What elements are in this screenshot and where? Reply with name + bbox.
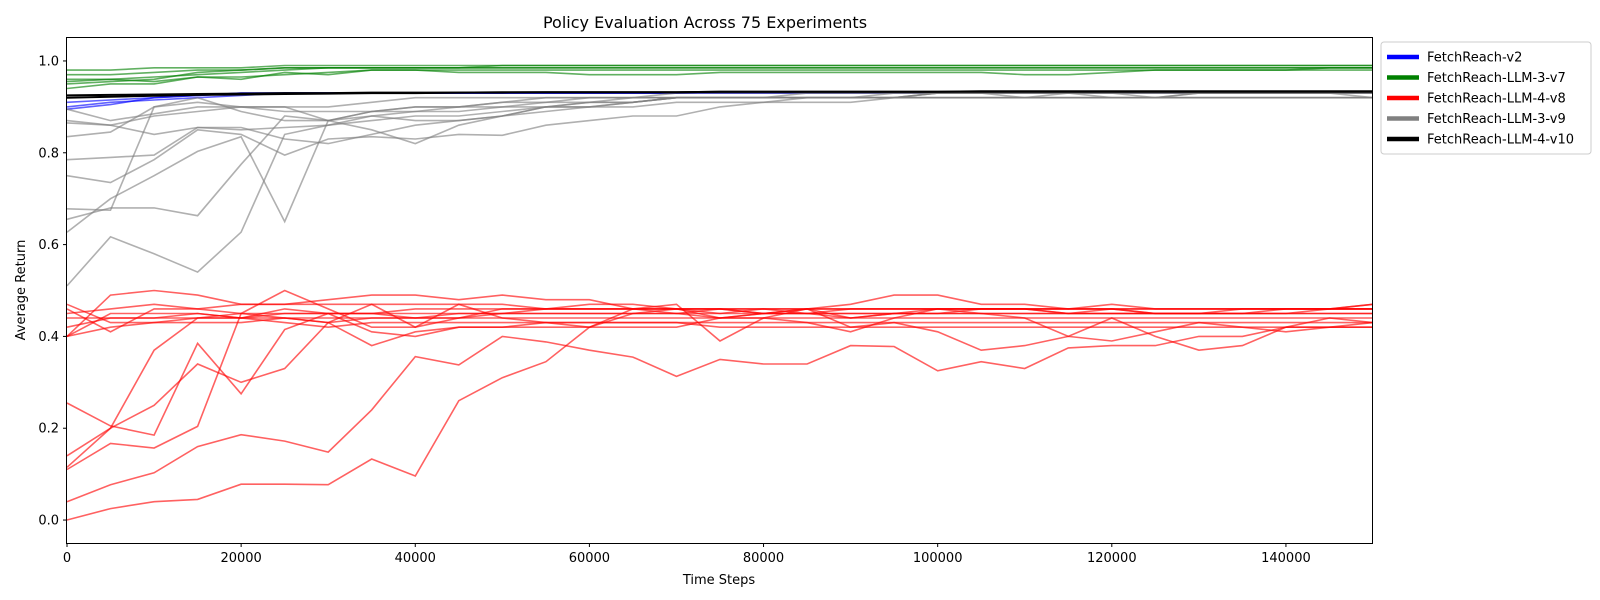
series-line-FetchReach-LLM-3-v7-run-3	[67, 67, 1373, 76]
series-line-FetchReach-LLM-3-v7-run-6	[66, 69, 1373, 90]
series-FetchReach-LLM-3-v9	[66, 92, 1374, 287]
series-line-FetchReach-LLM-3-v9-run-7	[66, 92, 1373, 138]
y-tick-label: 0.8	[38, 146, 59, 161]
series-line-FetchReach-LLM-4-v8-run-9	[66, 303, 1374, 347]
series-line-FetchReach-LLM-3-v9-run-9	[66, 96, 1373, 122]
x-tick-label: 100000	[913, 551, 963, 566]
x-tick-label: 80000	[743, 551, 784, 566]
legend: FetchReach-v2 FetchReach-LLM-3-v7 FetchRea…	[1380, 41, 1592, 155]
series-line-FetchReach-LLM-4-v8-run-13	[66, 317, 1373, 329]
y-tick-label: 1.0	[38, 54, 59, 69]
y-axis-label: Average Return	[14, 240, 29, 341]
series-line-FetchReach-LLM-4-v8-run-14	[66, 303, 1374, 338]
series-line-FetchReach-LLM-4-v8-run-2	[66, 326, 1373, 503]
series-FetchReach-LLM-4-v8	[66, 289, 1374, 521]
series-FetchReach-LLM-3-v7	[66, 64, 1373, 90]
plot-lines	[66, 64, 1374, 521]
x-axis: 0 20000 40000 60000 80000 100000 120000 140000	[63, 543, 1311, 566]
y-tick-label: 0.0	[38, 514, 59, 529]
chart-title: Policy Evaluation Across 75 Experiments	[543, 13, 867, 32]
legend-box	[1380, 41, 1592, 155]
series-line-FetchReach-LLM-3-v9-run-4	[66, 96, 1373, 212]
x-axis-label: Time Steps	[682, 573, 756, 588]
series-line-FetchReach-LLM-4-v8-run-10	[67, 312, 1373, 319]
legend-label: FetchReach-LLM-4-v8	[1427, 92, 1566, 107]
series-line-FetchReach-LLM-4-v8-run-5	[66, 312, 1373, 468]
x-tick-label: 60000	[569, 551, 610, 566]
series-line-FetchReach-LLM-4-v8-run-6	[66, 312, 1373, 437]
x-tick-label: 120000	[1087, 551, 1137, 566]
series-line-FetchReach-LLM-3-v9-run-8	[66, 92, 1374, 145]
plot-frame	[66, 37, 1373, 544]
series-line-FetchReach-LLM-3-v9-run-10	[66, 92, 1373, 145]
series-line-FetchReach-LLM-4-v8-run-4	[66, 308, 1373, 457]
x-tick-label: 140000	[1261, 551, 1311, 566]
legend-label: FetchReach-LLM-3-v7	[1427, 71, 1566, 86]
y-tick-label: 0.4	[38, 330, 59, 345]
y-tick-label: 0.2	[38, 422, 59, 437]
series-line-FetchReach-LLM-4-v10-run-2	[66, 90, 1373, 97]
legend-label: FetchReach-LLM-3-v9	[1427, 112, 1566, 127]
series-line-FetchReach-LLM-3-v9-run-2	[66, 96, 1373, 233]
series-line-FetchReach-LLM-3-v7-run-5	[67, 64, 1373, 71]
y-axis: 0.0 0.2 0.4 0.6 0.8 1.0	[38, 54, 67, 529]
series-line-FetchReach-LLM-3-v9-run-1	[66, 92, 1373, 287]
x-tick-label: 40000	[395, 551, 436, 566]
series-FetchReach-LLM-4-v10	[66, 90, 1373, 99]
y-tick-label: 0.6	[38, 238, 59, 253]
x-tick-label: 20000	[220, 551, 261, 566]
legend-label: FetchReach-v2	[1427, 51, 1522, 66]
legend-label: FetchReach-LLM-4-v10	[1427, 133, 1574, 148]
x-tick-label: 0	[63, 551, 71, 566]
series-line-FetchReach-LLM-3-v9-run-3	[66, 92, 1373, 221]
